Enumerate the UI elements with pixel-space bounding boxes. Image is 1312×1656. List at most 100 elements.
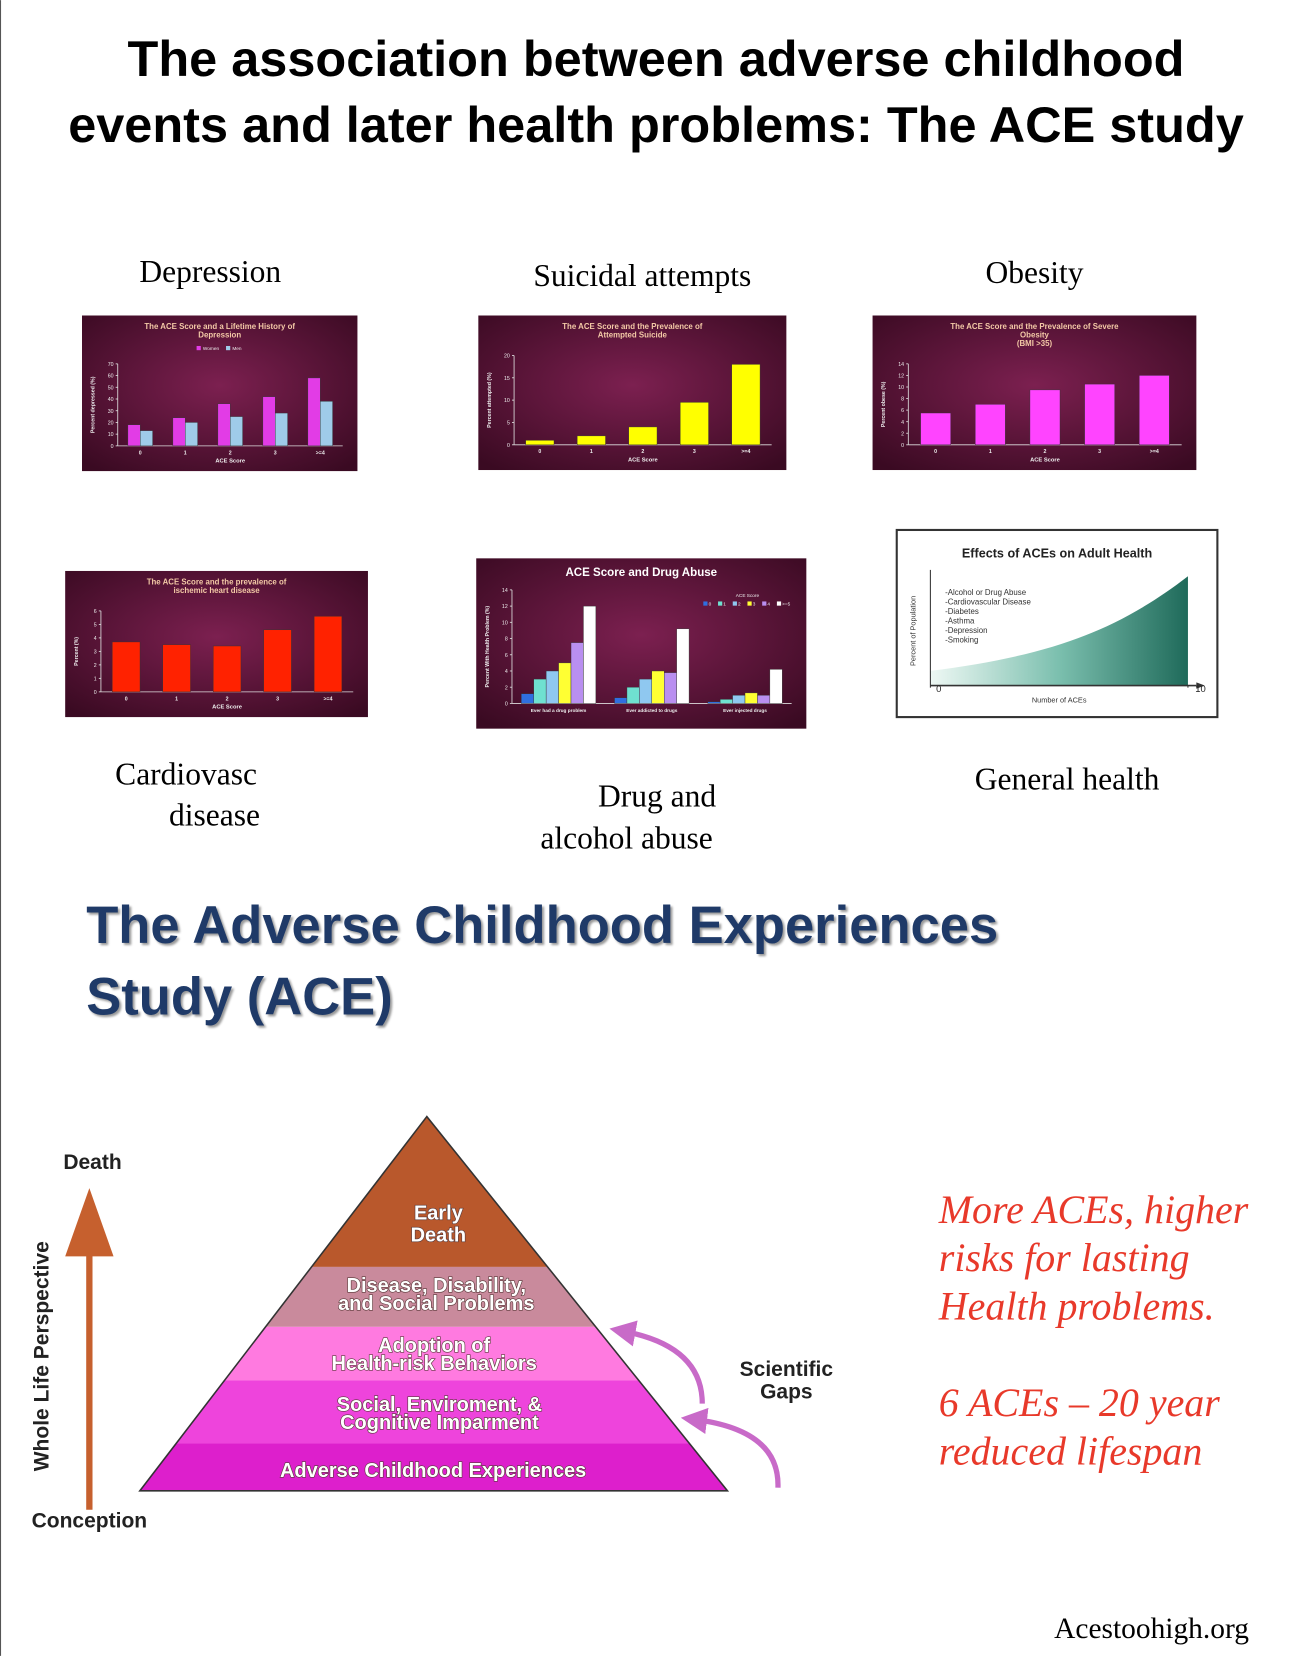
bar	[626, 686, 640, 704]
level-band	[139, 1443, 728, 1491]
legend-swatch	[762, 601, 767, 606]
y-tick-label: 30	[108, 409, 114, 415]
list-item: -Alcohol or Drug Abuse	[945, 588, 1027, 597]
y-tick-label: 10	[898, 385, 904, 391]
level-label: Health-risk Behaviors	[332, 1353, 537, 1375]
y-tick-label: 4	[94, 636, 97, 642]
y-tick-label: 10	[504, 398, 510, 404]
bar	[307, 377, 321, 447]
y-tick-label: 10	[108, 432, 114, 438]
legend-swatch	[776, 601, 782, 606]
bar	[1084, 383, 1115, 446]
chart-title: ischemic heart disease	[173, 586, 260, 595]
panel-caption: disease	[169, 797, 260, 832]
x-tick-label: 1	[590, 449, 593, 455]
level-label: Adoption of	[378, 1335, 490, 1357]
y-tick-label: 20	[504, 354, 510, 360]
y-tick-label: 6	[901, 408, 904, 414]
bar	[525, 440, 555, 446]
y-tick-label: 0	[507, 443, 510, 449]
chart-title: (BMI >35)	[1017, 339, 1053, 348]
y-tick-label: 50	[108, 385, 114, 391]
gap-arrow	[680, 1407, 781, 1488]
x-tick-label: >=4	[741, 449, 750, 455]
y-axis-label: Percent of Population	[909, 596, 918, 666]
x-tick-label: 1	[175, 696, 178, 702]
bar	[545, 670, 559, 704]
panel-caption: General health	[975, 762, 1160, 797]
y-tick-label: 40	[108, 397, 114, 403]
legend-swatch	[226, 345, 231, 351]
note: 6 ACEs – 20 year	[939, 1380, 1220, 1425]
bar	[732, 695, 746, 704]
legend-label: Women	[203, 346, 220, 352]
note: More ACEs, higher	[938, 1187, 1249, 1232]
bar	[263, 629, 292, 693]
y-tick-label: 0	[111, 444, 114, 450]
bar	[707, 701, 721, 704]
y-axis-label: Percent obese (%)	[881, 381, 887, 427]
y-tick-label: 70	[108, 362, 114, 368]
page-title: The association between adverse childhoo…	[128, 30, 1185, 87]
curve-area	[930, 576, 1188, 686]
list-item: -Depression	[945, 626, 987, 635]
page-title: events and later health problems: The AC…	[68, 96, 1244, 153]
y-tick-label: 1	[94, 676, 97, 682]
y-tick-label: 3	[94, 649, 97, 655]
bar	[262, 396, 276, 447]
bar	[576, 435, 606, 446]
x-tick-label: 0	[934, 449, 937, 455]
bar	[651, 670, 665, 704]
bar	[1029, 389, 1061, 446]
y-tick-label: 0	[94, 690, 97, 696]
x-tick-label: 3	[276, 696, 279, 702]
chart-title: ACE Score and Drug Abuse	[565, 567, 717, 579]
y-tick-label: 8	[901, 397, 904, 403]
legend-label: 0	[709, 602, 712, 608]
y-axis-label: Percent depressed (%)	[91, 376, 97, 433]
legend-swatch	[703, 601, 708, 606]
legend-title: ACE Score	[736, 593, 760, 599]
x-tick-label: 1	[184, 450, 187, 456]
chart-title: Attempted Suicide	[598, 331, 668, 340]
bar	[172, 417, 186, 447]
x-tick-label: Ever had a drug problem	[531, 708, 587, 714]
y-tick-label: 12	[898, 374, 904, 380]
level-band	[139, 1380, 728, 1444]
bar	[320, 401, 333, 447]
legend-swatch	[196, 345, 201, 351]
legend-label: 2	[738, 602, 741, 608]
y-tick-label: 5	[507, 421, 510, 427]
level-label: Adverse Childhood Experiences	[280, 1460, 586, 1482]
x-tick-label: 2	[226, 696, 229, 702]
y-tick-label: 14	[898, 362, 904, 368]
y-tick-label: 20	[108, 421, 114, 427]
x-axis-arrow	[1196, 682, 1205, 689]
bar	[533, 678, 547, 704]
legend-swatch	[747, 601, 752, 606]
x-axis-label: ACE Score	[215, 459, 246, 465]
gaps-label: Scientific	[740, 1358, 834, 1381]
gap-arrow	[609, 1320, 705, 1404]
list-item: -Asthma	[945, 617, 975, 626]
bar	[185, 422, 198, 447]
y-tick-label: 0	[505, 702, 508, 708]
x-tick-label: 0	[125, 696, 128, 702]
x-tick-label: 3	[693, 449, 696, 455]
bar	[1139, 375, 1170, 446]
legend-label: 4	[767, 602, 770, 608]
y-tick-label: 60	[108, 374, 114, 380]
chart-title: The ACE Score and a Lifetime History of	[144, 322, 295, 331]
bar	[127, 424, 141, 447]
legend-label: >=5	[782, 602, 791, 608]
bar	[217, 403, 231, 447]
chart-title: Obesity	[1020, 331, 1050, 340]
x-tick-label: >=4	[316, 450, 325, 456]
life-arrow-head	[65, 1188, 114, 1257]
x-tick-label: >=4	[323, 696, 332, 702]
panel-caption: Obesity	[985, 255, 1083, 290]
y-tick-label: 14	[502, 588, 508, 594]
legend-label: 1	[723, 602, 726, 608]
